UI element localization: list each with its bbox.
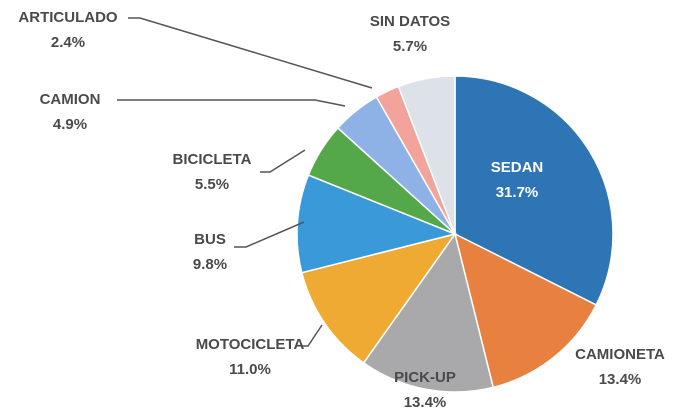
slice-value: 9.8% (193, 256, 227, 273)
leader-line (117, 99, 346, 107)
pie-slice (453, 232, 598, 389)
pie-slice (362, 232, 495, 393)
slice-label: PICK-UP (394, 369, 456, 386)
slice-value: 5.5% (195, 176, 229, 193)
slice-label: CAMIONETA (575, 346, 665, 363)
slice-value: 31.7% (496, 184, 539, 201)
slice-label: SEDAN (491, 159, 544, 176)
slice-label: CAMION (40, 91, 101, 108)
pie-slice (397, 75, 456, 235)
slice-value: 11.0% (229, 361, 271, 378)
pie-slice (296, 174, 458, 274)
leader-line (128, 17, 373, 89)
slice-value: 5.7% (393, 38, 427, 55)
slice-value: 2.4% (51, 34, 85, 51)
slice-label: MOTOCICLETA (196, 336, 305, 353)
slice-label: SIN DATOS (370, 13, 450, 30)
pie-slice (454, 75, 614, 306)
slice-label: BUS (194, 231, 226, 248)
slice-label: ARTICULADO (18, 9, 117, 26)
leader-line (302, 324, 323, 347)
pie-slice (300, 232, 457, 364)
leader-line (260, 149, 306, 173)
leader-line (234, 221, 305, 248)
slice-value: 13.4% (599, 371, 642, 388)
slice-label: BICICLETA (173, 151, 252, 168)
slice-value: 4.9% (53, 116, 87, 133)
slice-value: 13.4% (404, 394, 447, 411)
